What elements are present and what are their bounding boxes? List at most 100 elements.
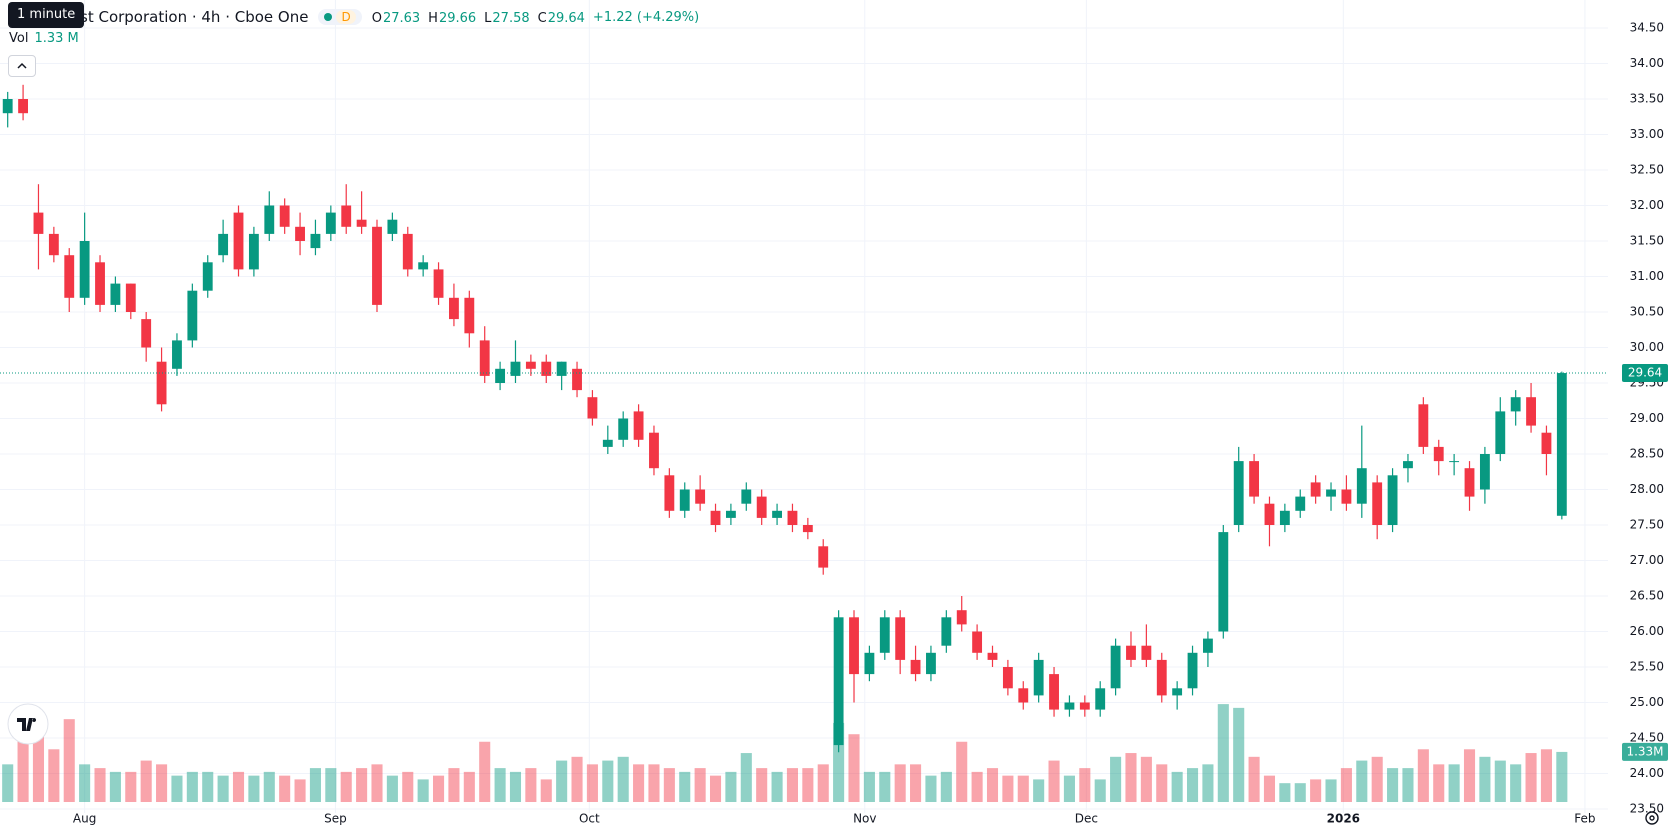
volume-bar	[1387, 768, 1399, 802]
candle-body	[772, 510, 782, 518]
candle-body	[95, 262, 105, 305]
y-tick-label: 26.00	[1630, 624, 1664, 638]
candle-body	[710, 510, 721, 525]
volume-bar	[48, 749, 60, 802]
volume-bar	[1340, 768, 1352, 802]
candle-body	[695, 489, 706, 504]
volume-bar	[986, 768, 999, 802]
candle-body	[125, 283, 136, 312]
volume-bar	[1017, 775, 1029, 802]
volume-bar	[1002, 775, 1014, 802]
candle-body	[756, 496, 767, 518]
candle-body	[725, 510, 736, 518]
candle-body	[18, 99, 29, 114]
candle-body	[279, 205, 290, 227]
volume-bar	[186, 771, 198, 802]
x-tick-label: Dec	[1075, 812, 1098, 826]
volume-bar	[1356, 760, 1368, 802]
y-tick-label: 33.00	[1630, 127, 1664, 141]
candle-body	[510, 361, 521, 376]
price-badge-label: 29.64	[1628, 366, 1662, 380]
volume-bar	[1479, 756, 1491, 802]
volume-bar	[140, 760, 152, 802]
symbol-title: st Corporation · 4h · Cboe One	[80, 8, 309, 26]
volume-bar	[633, 764, 645, 802]
candle-body	[1372, 482, 1383, 525]
tooltip: 1 minute	[8, 2, 85, 28]
settings-icon[interactable]	[1642, 808, 1662, 828]
candle-body	[449, 297, 459, 320]
candle-body	[156, 361, 167, 405]
candle-body	[1433, 446, 1444, 462]
candle-body	[33, 212, 44, 234]
volume-bar	[463, 771, 475, 802]
candle-body	[787, 510, 798, 525]
y-tick-label: 26.50	[1630, 589, 1664, 603]
candle-body	[218, 233, 229, 256]
volume-bar	[725, 771, 737, 802]
volume-bar	[1171, 771, 1183, 802]
y-tick-label: 32.00	[1630, 198, 1664, 212]
volume-bar	[1063, 775, 1075, 802]
volume-bar	[910, 764, 922, 802]
candle-body	[187, 290, 198, 341]
volume-bar	[2, 764, 14, 802]
status-pill[interactable]: D	[318, 9, 362, 25]
volume-badge-label: 1.33M	[1626, 744, 1663, 758]
volume-bar	[232, 771, 245, 802]
volume-bar	[863, 771, 875, 802]
candle-body	[1110, 645, 1121, 689]
candle-body	[1064, 702, 1075, 710]
volume-bar	[540, 779, 552, 802]
candle-body	[649, 432, 659, 469]
volume-bar	[879, 771, 891, 802]
candle-body	[418, 262, 429, 270]
candle-body	[64, 255, 75, 298]
candle-body	[433, 269, 444, 298]
volume-bar	[663, 768, 675, 802]
volume-bar	[494, 768, 506, 802]
candle-body	[202, 262, 213, 291]
volume-bar	[1371, 756, 1383, 802]
candle-body	[987, 652, 998, 660]
candle-body	[541, 361, 552, 376]
volume-bar	[1494, 760, 1506, 802]
volume-label: Vol	[9, 31, 29, 46]
volume-bar	[433, 775, 445, 802]
candle-body	[587, 397, 598, 419]
candle-body	[1403, 461, 1413, 469]
market-dot	[324, 13, 333, 21]
volume-bar	[202, 771, 214, 802]
volume-bar	[479, 741, 491, 802]
volume-bar	[17, 722, 29, 802]
volume-bar	[171, 775, 183, 802]
volume-bar	[1110, 756, 1122, 802]
y-tick-label: 27.50	[1630, 518, 1664, 532]
y-tick-label: 28.50	[1630, 447, 1664, 461]
candle-body	[356, 219, 367, 227]
candle-body	[572, 368, 582, 391]
volume-bar	[279, 775, 291, 802]
logo[interactable]	[7, 703, 49, 745]
volume-bar	[356, 768, 368, 802]
candle-body	[141, 319, 152, 348]
volume-bar	[1325, 779, 1337, 802]
volume-bar	[1217, 704, 1229, 802]
collapse-button[interactable]	[8, 55, 36, 77]
candle-body	[295, 226, 305, 241]
volume-bar	[1463, 749, 1476, 802]
candle-body	[1326, 489, 1336, 497]
candle-body	[1541, 432, 1552, 454]
candle-body	[2, 99, 13, 114]
candle-body	[79, 241, 90, 298]
y-tick-label: 25.50	[1630, 660, 1664, 674]
x-tick-label: Aug	[73, 812, 96, 826]
volume-bar	[1417, 749, 1429, 802]
volume-bar	[756, 768, 768, 802]
ohlc-value: 29.64	[547, 11, 585, 26]
volume-bar	[802, 768, 814, 802]
volume-bar	[1125, 753, 1137, 802]
candle-body	[495, 368, 506, 383]
candle-body	[479, 340, 490, 376]
